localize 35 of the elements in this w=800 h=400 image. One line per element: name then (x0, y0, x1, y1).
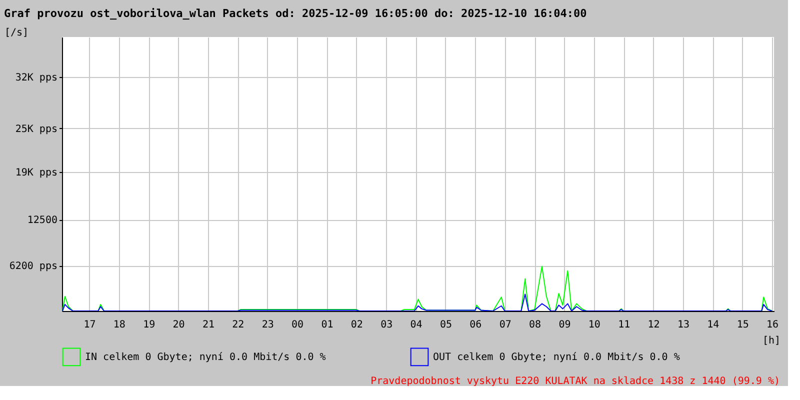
x-tick-label: 05 (440, 320, 452, 330)
x-tick-label: 22 (232, 320, 244, 330)
x-tick-label: 15 (736, 320, 749, 330)
x-tick-label: 01 (321, 320, 334, 330)
x-tick-label: 12 (648, 320, 660, 330)
x-tick-label: 20 (172, 320, 185, 330)
x-tick-label: 14 (707, 320, 720, 330)
x-tick-label: 21 (202, 320, 214, 330)
y-tick-label: 25K pps (15, 124, 58, 135)
y-axis-title: [/s] (4, 28, 29, 38)
x-tick-label: 16 (766, 320, 779, 330)
chart-title: Graf provozu ost_voborilova_wlan Packets od: 2025-12-09 16:05:00 do: 2025-12-10 16:04:00 (4, 7, 587, 20)
x-tick-label: 11 (618, 320, 630, 330)
x-tick-label: 23 (262, 320, 274, 330)
text: Pravdepodobnost vyskytu E220 KULATAK na skladce 1438 z 1440 (99.9 %) (370, 376, 780, 387)
x-axis-title: [h] (762, 336, 780, 346)
legend-label: IN celkem 0 Gbyte; nyní 0.0 Mbit/s 0.0 % (85, 352, 326, 363)
x-tick-label: 18 (113, 320, 126, 330)
x-tick-label: 02 (350, 320, 363, 330)
x-tick-label: 03 (380, 320, 393, 330)
x-tick-label: 09 (558, 320, 571, 330)
x-tick-label: 07 (499, 320, 512, 330)
x-tick-label: 08 (529, 320, 542, 330)
x-tick-label: 13 (677, 320, 690, 330)
x-tick-label: 19 (143, 320, 156, 330)
x-tick-label: 00 (292, 320, 304, 330)
y-tick-label: 32K pps (15, 72, 58, 84)
x-tick-label: 04 (410, 320, 422, 330)
y-tick-label: 19K pps (15, 168, 58, 179)
x-tick-label: 06 (470, 320, 482, 330)
legend-label: OUT celkem 0 Gbyte; nyní 0.0 Mbit/s 0.0 % (433, 352, 680, 363)
y-tick-label: 12500 (27, 215, 58, 226)
y-tick-label: 6200 pps (9, 261, 58, 272)
x-tick-label: 17 (84, 320, 96, 330)
x-tick-label: 10 (588, 320, 600, 330)
